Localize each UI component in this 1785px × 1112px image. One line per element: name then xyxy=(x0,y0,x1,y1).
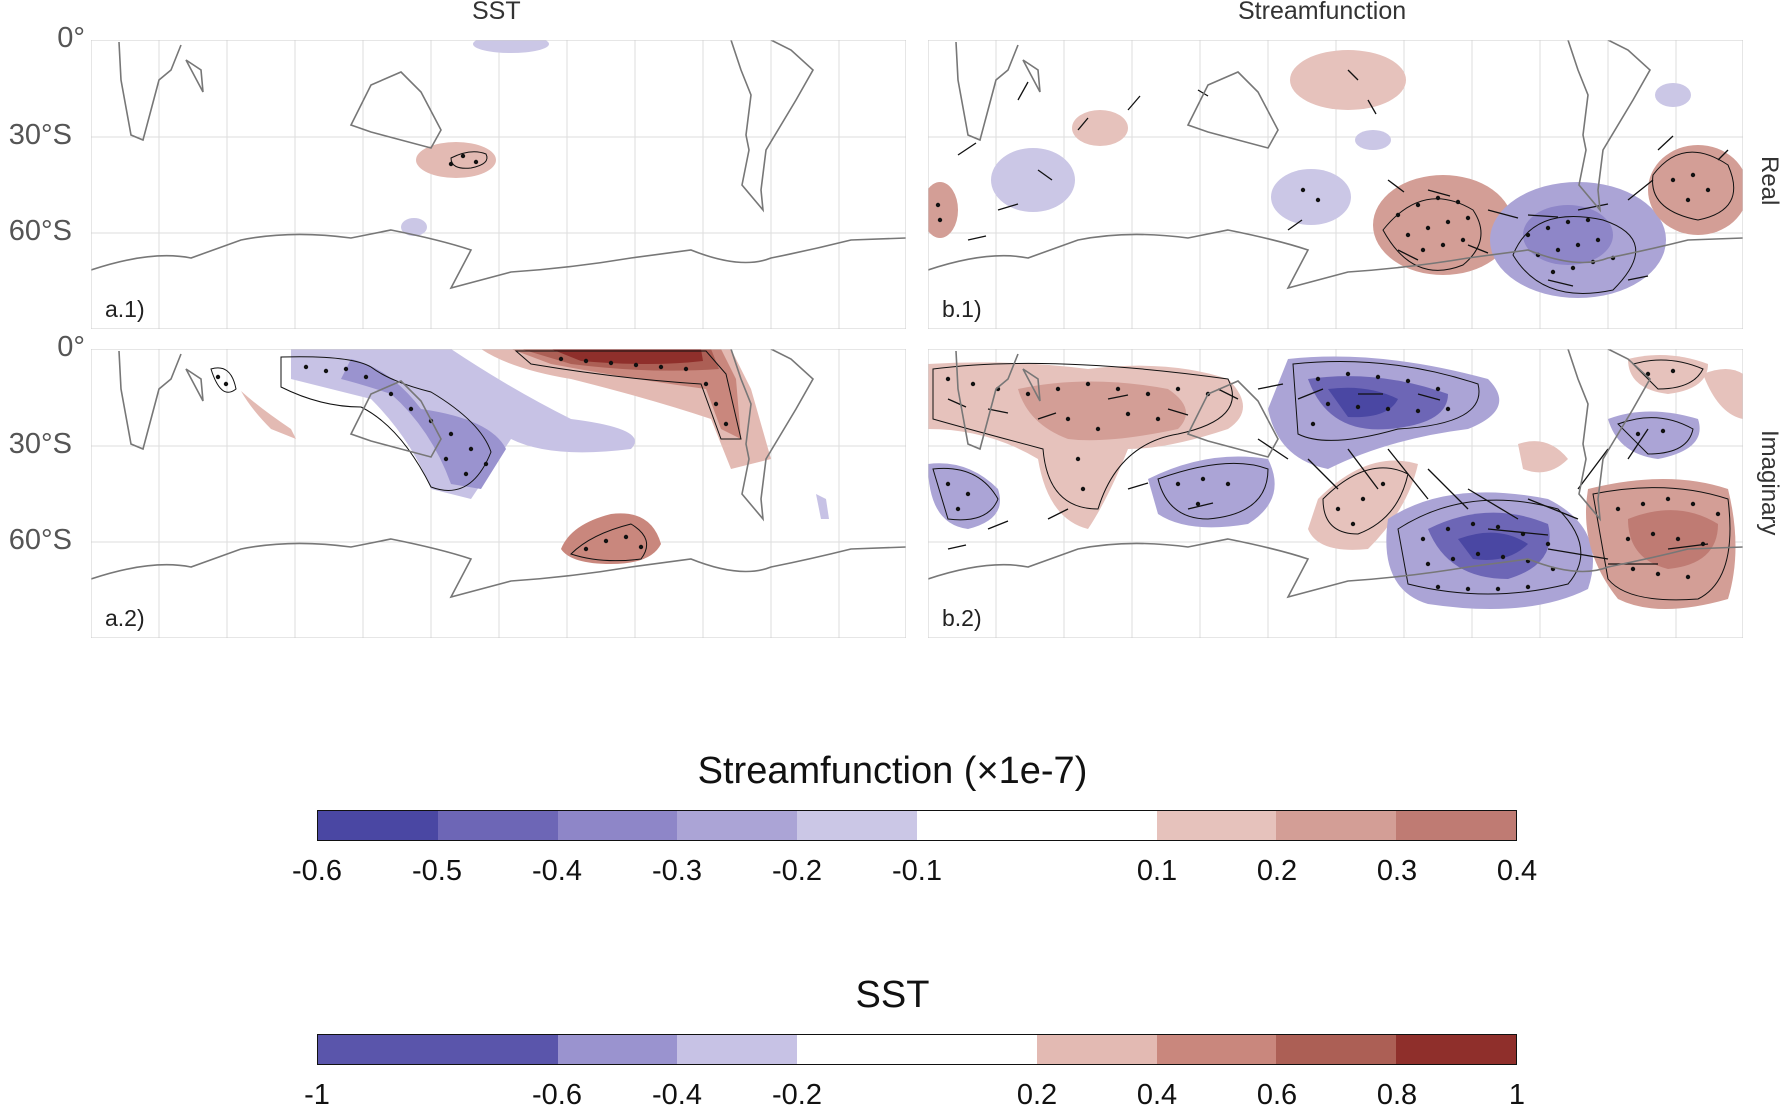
map-panel-streamfunction-imaginary: b.2) xyxy=(928,349,1743,638)
colorbar-tick-label: -0.5 xyxy=(412,855,462,887)
sst-colorbar-ticks: -1 -0.6 -0.4 -0.2 0.2 0.4 0.6 0.8 1 xyxy=(0,1079,1785,1111)
colorbar-tick-label: -0.3 xyxy=(652,855,702,887)
colorbar-segment xyxy=(916,1035,1037,1064)
lat-label-60s: 60°S xyxy=(8,524,72,556)
colorbar-tick-label: 0.1 xyxy=(1136,855,1178,887)
colorbar-segment xyxy=(1036,1035,1157,1064)
colorbar-segment xyxy=(1396,1035,1516,1064)
colorbar-segment xyxy=(557,1035,678,1064)
colorbar-segment xyxy=(797,1035,917,1064)
row-title-real: Real xyxy=(1756,156,1783,206)
colorbar-segment xyxy=(557,811,678,840)
colorbar-tick-label: -0.4 xyxy=(532,855,582,887)
colorbar-tick-label: 0.4 xyxy=(1496,855,1538,887)
map-panel-streamfunction-real: b.1) xyxy=(928,40,1743,329)
lat-label-0: 0° xyxy=(57,331,85,363)
colorbar-segment xyxy=(677,811,798,840)
colorbar-tick-label: -0.1 xyxy=(892,855,942,887)
map-panel-sst-imaginary: a.2) xyxy=(91,349,906,638)
colorbar-tick-label: 0.3 xyxy=(1376,855,1418,887)
lat-label-30s: 30°S xyxy=(8,119,72,151)
colorbar-tick-label: 0.8 xyxy=(1376,1079,1418,1111)
colorbar-segment xyxy=(1036,811,1157,840)
colorbar-segment xyxy=(437,811,558,840)
colorbar-segment xyxy=(1156,811,1277,840)
streamfunction-colorbar xyxy=(317,810,1517,841)
colorbar-segment xyxy=(1276,1035,1397,1064)
colorbar-segment xyxy=(1396,811,1516,840)
sst-colorbar xyxy=(317,1034,1517,1065)
colorbar-tick-label: 0.2 xyxy=(1016,1079,1058,1111)
colorbar-tick-label: 0.4 xyxy=(1136,1079,1178,1111)
colorbar-segment xyxy=(916,811,1037,840)
colorbar-tick-label: -0.6 xyxy=(292,855,342,887)
sst-colorbar-title: SST xyxy=(855,974,930,1016)
colorbar-tick-label: -0.2 xyxy=(772,855,822,887)
lat-label-30s: 30°S xyxy=(8,428,72,460)
colorbar-segment xyxy=(1156,1035,1277,1064)
colorbar-segment xyxy=(797,811,917,840)
colorbar-segment xyxy=(318,811,438,840)
streamfunction-colorbar-title: Streamfunction (×1e-7) xyxy=(697,750,1088,792)
colorbar-tick-label: 0.2 xyxy=(1256,855,1298,887)
colorbar-segment xyxy=(677,1035,798,1064)
colorbar-segment xyxy=(318,1035,438,1064)
colorbar-segment xyxy=(437,1035,558,1064)
colorbar-tick-label: -0.6 xyxy=(532,1079,582,1111)
column-title-sst: SST xyxy=(472,0,521,25)
colorbar-segment xyxy=(1276,811,1397,840)
row-title-imaginary: Imaginary xyxy=(1756,430,1783,536)
streamfunction-colorbar-ticks: -0.6 -0.5 -0.4 -0.3 -0.2 -0.1 0.1 0.2 0.3 0.4 xyxy=(0,855,1785,895)
panel-label-a2: a.2) xyxy=(102,605,148,632)
panel-label-a1: a.1) xyxy=(102,296,148,323)
lat-label-60s: 60°S xyxy=(8,215,72,247)
map-panel-sst-real: a.1) xyxy=(91,40,906,329)
panel-label-b1: b.1) xyxy=(939,296,985,323)
lat-label-0: 0° xyxy=(57,22,85,54)
panel-label-b2: b.2) xyxy=(939,605,985,632)
colorbar-tick-label: 1 xyxy=(1508,1079,1526,1111)
colorbar-tick-label: -0.2 xyxy=(772,1079,822,1111)
colorbar-tick-label: -0.4 xyxy=(652,1079,702,1111)
colorbar-tick-label: -1 xyxy=(304,1079,330,1111)
column-title-streamfunction: Streamfunction xyxy=(1238,0,1407,25)
colorbar-tick-label: 0.6 xyxy=(1256,1079,1298,1111)
